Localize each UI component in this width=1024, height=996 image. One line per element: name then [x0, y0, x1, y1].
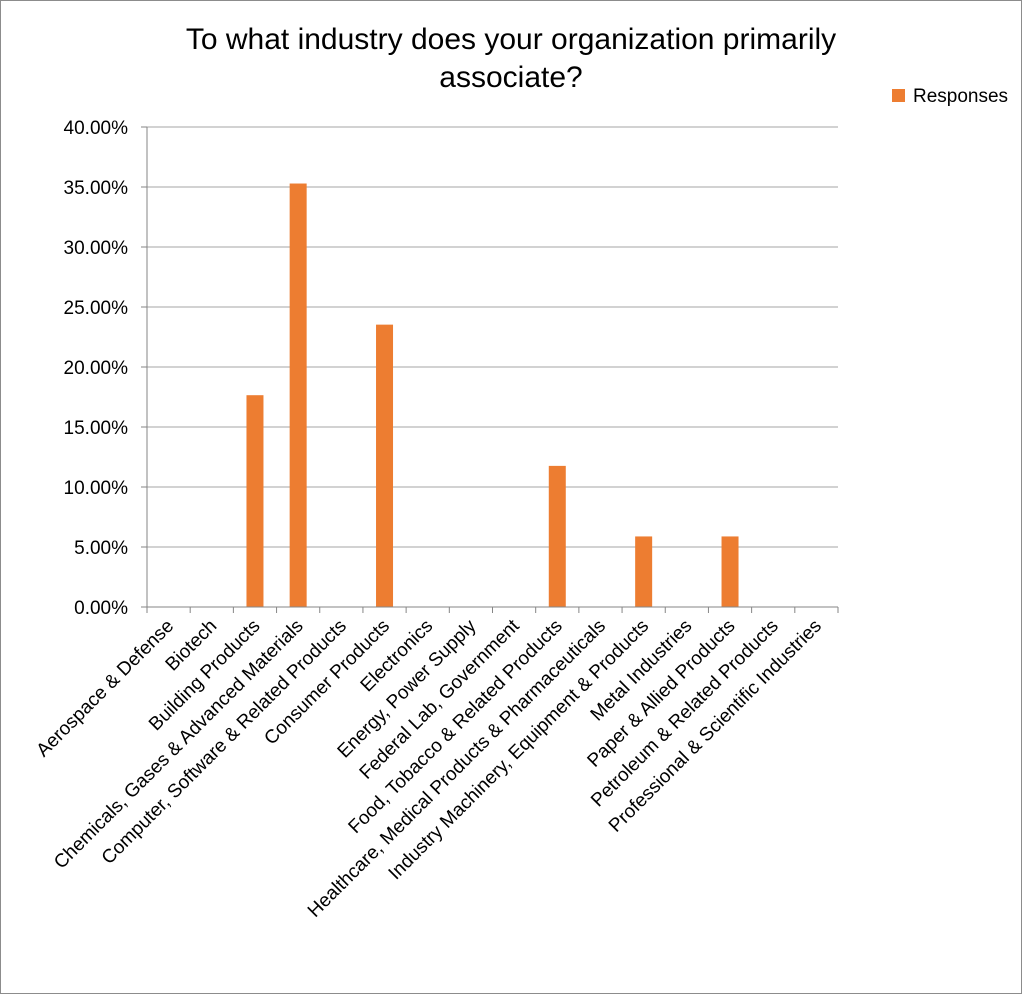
y-tick-label: 25.00% — [64, 298, 129, 319]
y-tick-label: 35.00% — [64, 178, 129, 199]
y-tick-label: 10.00% — [64, 478, 129, 499]
chart-title: To what industry does your organization … — [61, 21, 961, 97]
bars — [246, 183, 739, 607]
y-tick-label: 15.00% — [64, 418, 129, 439]
bar — [721, 536, 739, 607]
bar — [376, 324, 394, 607]
legend-swatch — [892, 89, 905, 102]
y-tick-label: 20.00% — [64, 358, 129, 379]
axes — [141, 126, 839, 613]
y-tick-label: 30.00% — [64, 238, 129, 259]
chart-title-line-2: associate? — [439, 61, 583, 94]
legend-label: Responses — [913, 86, 1008, 107]
x-tick-label: Aerospace & Defense — [33, 616, 179, 762]
y-tick-label: 5.00% — [74, 538, 128, 559]
bar — [246, 395, 264, 607]
bar — [289, 183, 307, 607]
legend: Responses — [892, 86, 1008, 107]
y-tick-label: 0.00% — [74, 598, 128, 619]
chart-title-line-1: To what industry does your organization … — [185, 23, 837, 56]
bar — [635, 536, 653, 607]
bar — [548, 465, 566, 607]
y-tick-label: 40.00% — [64, 118, 129, 139]
y-tick-labels: 0.00% 5.00% 10.00% 15.00% 20.00% 25.00% 30.00%… — [64, 118, 129, 619]
